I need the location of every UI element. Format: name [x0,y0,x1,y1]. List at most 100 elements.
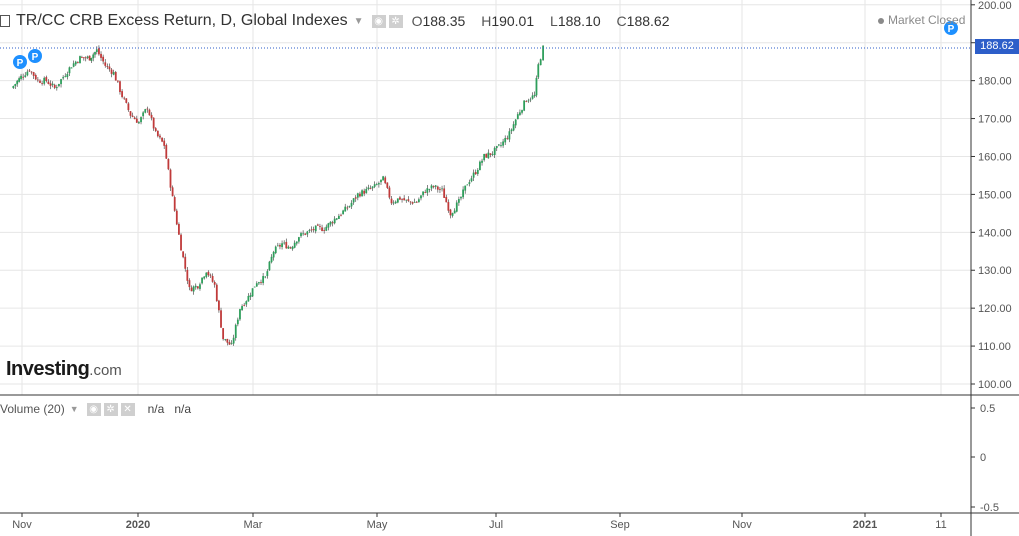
candle-body [230,343,233,345]
candle-body [74,61,77,65]
candle-body [411,202,414,204]
logo-main: Investing [6,358,90,380]
candle-body [455,202,458,212]
event-marker[interactable] [944,21,958,35]
x-tick-label: Mar [244,519,263,531]
y-tick-label: 100.00 [978,379,1012,391]
candle-body [272,251,275,258]
candle-body [161,137,163,142]
candle-body [371,186,374,189]
candle-body [112,72,115,75]
event-marker[interactable] [13,55,27,69]
candle-body [415,201,418,203]
x-tick-label: 11 [935,519,946,531]
candle-body [344,206,347,212]
candle-body [460,197,462,199]
candle-body [41,83,43,84]
candle-body [239,309,241,320]
chevron-down-icon[interactable]: ▼ [69,404,79,414]
candle-body [165,145,168,159]
candle-body [213,281,216,285]
candle-body [167,159,170,170]
market-status: Market Closed [878,13,965,27]
candle-body [519,112,521,115]
candle-body [234,324,237,338]
candle-body [28,70,31,72]
x-tick-label: May [367,519,388,531]
candle-body [443,188,446,198]
volume-value-2: n/a [174,402,191,416]
candle-body [129,111,132,116]
candle-body [58,83,60,87]
candle-body [281,243,283,247]
eye-icon[interactable]: ◉ [371,14,386,28]
candle-body [90,57,93,61]
candle-body [68,67,71,74]
candle-body [392,202,395,204]
candle-body [495,145,498,149]
candle-body [356,193,359,198]
candle-body [504,138,507,143]
candle-body [76,62,79,63]
candle-body [241,306,243,311]
candle-body [79,56,81,64]
candle-body [350,202,353,207]
volume-tick-label: 0 [980,452,986,464]
candle-body [70,67,73,69]
candle-body [51,83,54,86]
candle-body [92,54,95,59]
candle-body [205,272,208,277]
candle-body [199,284,201,289]
candle-body [119,81,121,93]
candle-body [150,114,153,118]
candle-body [36,79,39,81]
candle-body [331,222,334,224]
candle-body [298,237,300,242]
gear-icon[interactable]: ✲ [103,402,118,416]
candle-body [354,197,357,199]
candle-body [190,287,193,292]
candle-body [340,214,342,216]
y-tick-label: 200.00 [978,0,1012,12]
candle-body [131,115,134,117]
candle-body [138,122,140,124]
x-tick-label: Jul [489,519,503,531]
candle-body [140,117,142,123]
volume-header: Volume (20) ▼ ◉ ✲ ✕ n/a n/a [0,402,191,416]
candle-body [163,140,166,146]
candle-body [542,45,544,61]
candle-body [220,310,222,328]
eye-icon[interactable]: ◉ [86,402,101,416]
candle-body [26,71,29,76]
candle-body [18,78,21,82]
candle-body [325,226,328,231]
y-tick-label: 160.00 [978,151,1012,163]
candle-body [125,98,128,103]
candle-body [249,295,252,298]
candle-body [377,183,380,185]
candle-body [32,72,35,76]
candle-body [84,57,87,59]
candle-body [279,245,281,247]
candle-body [422,191,424,196]
candle-body [274,246,277,254]
event-marker[interactable] [28,49,42,63]
candle-body [500,145,502,146]
candle-body [20,75,22,79]
menu-icon[interactable] [0,15,10,27]
candle-body [283,242,286,244]
candle-body [173,197,176,211]
candle-body [420,195,422,199]
close-icon[interactable]: ✕ [120,402,135,416]
chevron-down-icon[interactable]: ▼ [353,15,364,27]
gear-icon[interactable]: ✲ [388,14,403,28]
candle-body [346,207,349,209]
candle-body [489,153,492,155]
candle-body [98,48,100,55]
candle-body [100,53,102,58]
candle-body [516,114,519,120]
candle-body [94,52,96,55]
candle-body [228,342,231,345]
candle-body [386,182,389,188]
